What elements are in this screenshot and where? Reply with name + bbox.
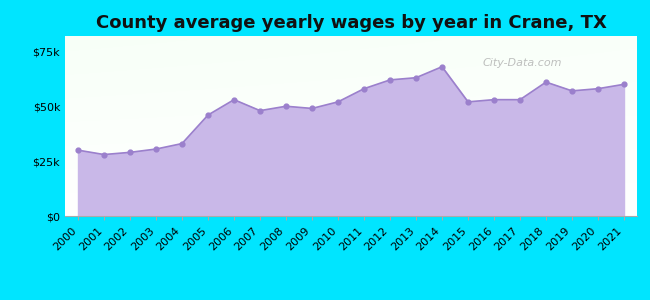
Point [619,82,629,87]
Point [99,152,109,157]
Point [359,86,369,91]
Point [489,97,499,102]
Point [203,112,213,117]
Text: City-Data.com: City-Data.com [482,58,562,68]
Title: County average yearly wages by year in Crane, TX: County average yearly wages by year in C… [96,14,606,32]
Point [73,148,83,152]
Point [177,141,187,146]
Point [385,77,395,82]
Point [333,100,343,104]
Point [541,80,551,85]
Point [307,106,317,111]
Point [255,108,265,113]
Point [515,97,525,102]
Point [151,147,161,152]
Point [437,64,447,69]
Point [593,86,603,91]
Point [567,88,577,93]
Point [411,75,421,80]
Point [281,104,291,109]
Point [463,100,473,104]
Point [229,97,239,102]
Point [125,150,135,155]
